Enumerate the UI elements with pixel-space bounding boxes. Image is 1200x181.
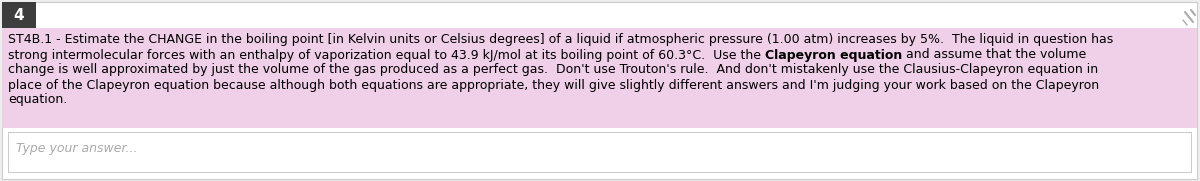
Text: strong intermolecular forces with an enthalpy of vaporization equal to 43.9 kJ/m: strong intermolecular forces with an ent… (8, 49, 766, 62)
Text: and assume that the volume: and assume that the volume (902, 49, 1086, 62)
FancyBboxPatch shape (2, 28, 1198, 128)
Text: Clapeyron equation: Clapeyron equation (766, 49, 902, 62)
Text: place of the Clapeyron equation because although both equations are appropriate,: place of the Clapeyron equation because … (8, 79, 1099, 92)
Text: equation.: equation. (8, 94, 67, 106)
FancyBboxPatch shape (2, 2, 36, 28)
Text: Type your answer...: Type your answer... (16, 142, 138, 155)
FancyBboxPatch shape (8, 132, 1190, 172)
Text: ST4B.1 - Estimate the CHANGE in the boiling point [in Kelvin units or Celsius de: ST4B.1 - Estimate the CHANGE in the boil… (8, 33, 1114, 47)
FancyBboxPatch shape (2, 2, 1198, 179)
Text: change is well approximated by just the volume of the gas produced as a perfect : change is well approximated by just the … (8, 64, 1098, 77)
Text: 4: 4 (13, 7, 24, 22)
